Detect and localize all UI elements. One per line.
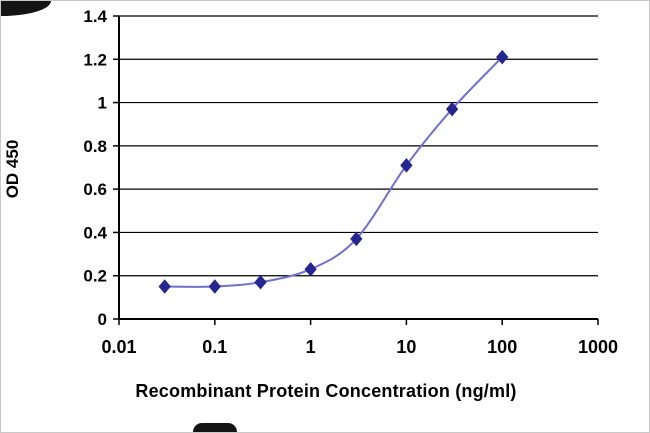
data-point-100 <box>496 49 509 65</box>
y-tick-label-0.8: 0.8 <box>83 137 107 156</box>
image-edge-artifact-bottom <box>193 423 237 432</box>
x-tick-label-0.01: 0.01 <box>101 337 136 357</box>
data-point-10 <box>400 158 413 173</box>
x-tick-label-10: 10 <box>396 337 416 357</box>
x-axis-title: Recombinant Protein Concentration (ng/ml… <box>135 381 517 401</box>
data-point-1 <box>304 261 317 277</box>
data-point-0.1 <box>208 279 221 294</box>
y-tick-label-1: 1 <box>98 94 107 113</box>
y-tick-label-0.6: 0.6 <box>83 180 107 199</box>
data-point-0.3 <box>254 274 267 290</box>
x-tick-label-1000: 1000 <box>578 337 618 357</box>
y-tick-label-1.2: 1.2 <box>83 50 107 69</box>
x-tick-label-1: 1 <box>306 337 316 357</box>
data-point-0.03 <box>158 279 171 294</box>
x-tick-label-0.1: 0.1 <box>202 337 227 357</box>
y-tick-label-0.2: 0.2 <box>83 267 107 286</box>
y-tick-label-1.4: 1.4 <box>83 7 107 26</box>
y-tick-label-0: 0 <box>98 310 107 329</box>
data-point-3 <box>350 231 363 247</box>
y-axis-title: OD 450 <box>3 139 22 199</box>
series-line-0 <box>164 56 503 288</box>
data-point-30 <box>445 101 459 117</box>
y-tick-label-0.4: 0.4 <box>83 223 107 242</box>
x-tick-label-100: 100 <box>487 337 517 357</box>
